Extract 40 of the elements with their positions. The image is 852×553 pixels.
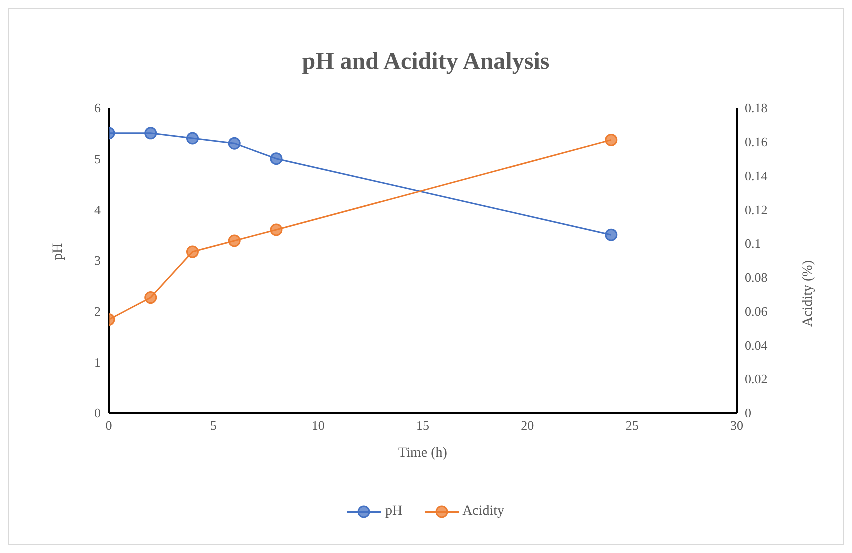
point: [270, 224, 283, 236]
point: [270, 152, 283, 166]
y2-tick-label: 0.16: [745, 134, 768, 150]
x-tick-label: 25: [626, 418, 639, 434]
x-tick-label: 0: [106, 418, 112, 434]
point: [605, 228, 618, 242]
legend-label: Acidity: [462, 504, 505, 520]
y2-tick-label: 0.1: [745, 236, 762, 252]
y2-tick-label: 0.12: [745, 202, 768, 218]
y2-axis-title: Acidity (%): [800, 260, 816, 327]
y2-tick-label: 0.06: [745, 304, 768, 319]
y-tick-label: 4: [94, 202, 102, 218]
point: [228, 234, 241, 248]
point: [605, 134, 618, 146]
y2-tick-label: 0.04: [745, 338, 768, 353]
y-tick-label: 0: [94, 406, 101, 421]
y2-tick-label: 0.18: [745, 100, 768, 116]
legend-label: pH: [385, 504, 403, 520]
x-tick-label: 10: [312, 418, 325, 434]
point: [144, 127, 158, 140]
y-tick-label: 1: [94, 354, 101, 370]
y-tick-label: 3: [94, 253, 101, 268]
point: [228, 137, 241, 150]
x-tick-label: 30: [730, 418, 744, 434]
point: [186, 132, 199, 145]
y2-tick-label: 0.08: [745, 270, 768, 286]
y-axis-title: pH: [50, 243, 66, 260]
chart-title: pH and Acidity Analysis: [301, 49, 551, 76]
x-axis-title: Time (h): [398, 446, 448, 461]
y2-tick-label: 0: [745, 406, 752, 421]
y-tick-label: 2: [94, 304, 101, 319]
point: [186, 246, 199, 258]
x-tick-label: 5: [210, 418, 217, 434]
y-tick-label: 6: [94, 100, 102, 116]
y-tick-label: 5: [94, 151, 101, 166]
x-tick-label: 20: [521, 418, 534, 434]
y2-tick-label: 0.14: [745, 168, 768, 184]
x-tick-label: 15: [416, 418, 430, 434]
point: [144, 292, 158, 304]
y2-tick-label: 0.02: [745, 372, 768, 387]
